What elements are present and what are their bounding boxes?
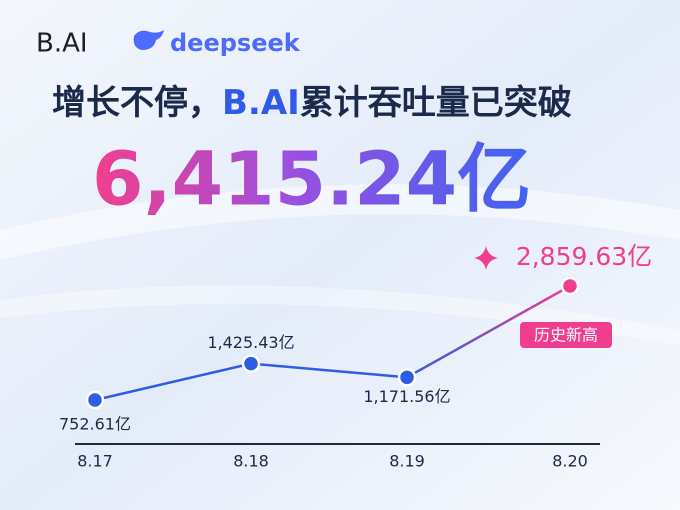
badge (520, 322, 612, 348)
point (241, 354, 261, 373)
light-streak (0, 184, 680, 260)
value-label: 1,171.56亿 (363, 387, 450, 406)
partner-icon (133, 30, 164, 50)
title-part: B.AI (222, 83, 300, 123)
title-part: 增长不停， (52, 83, 222, 123)
partner-logo: deepseek (170, 29, 301, 57)
point (560, 276, 580, 296)
value-label: 752.61亿 (59, 415, 131, 434)
annotation: 历史新高 (534, 326, 598, 345)
sparkle-icon (474, 246, 498, 270)
x-tick-label: 8.18 (233, 452, 269, 471)
title-part: 累计吞吐量已突破 (300, 83, 572, 123)
point (397, 368, 417, 387)
x-tick-label: 8.17 (77, 452, 113, 471)
x-tick-label: 8.20 (552, 452, 588, 471)
brand-logo: B.AI (36, 29, 88, 59)
value-label: 1,425.43亿 (207, 333, 294, 352)
title: 增长不停，B.AI累计吞吐量已突破 (52, 83, 572, 123)
light-streak (0, 285, 680, 345)
x-tick-label: 8.19 (389, 452, 425, 471)
total: 6,415.24亿 (92, 137, 531, 223)
value-label: 2,859.63亿 (516, 242, 652, 271)
line (406, 284, 571, 379)
point (85, 390, 105, 410)
